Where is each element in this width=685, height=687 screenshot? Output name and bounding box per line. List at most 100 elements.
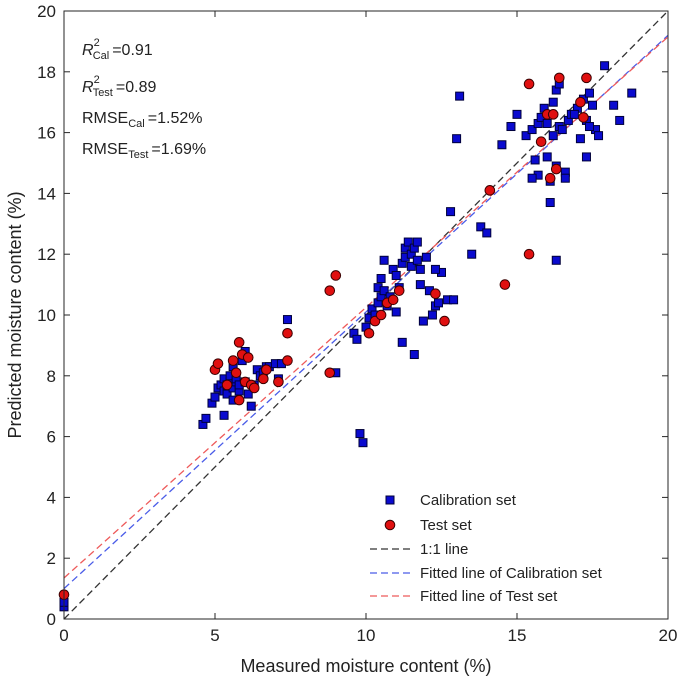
test-point xyxy=(363,327,375,339)
calibration-point xyxy=(391,270,401,280)
reference-lines-layer xyxy=(63,10,669,620)
test-point xyxy=(499,279,511,290)
calibration-point xyxy=(557,125,567,135)
calibration-point xyxy=(600,61,610,71)
calibration-point xyxy=(569,109,579,119)
stat-rmse-test-value: =1.69% xyxy=(151,141,206,158)
x-axis-label: Measured moisture content (%) xyxy=(240,656,491,676)
calibration-point xyxy=(397,337,407,347)
y-tick-label: 20 xyxy=(37,2,56,21)
test-point xyxy=(230,367,242,379)
calibration-point xyxy=(506,122,516,132)
calibration-point xyxy=(418,316,428,326)
calibration-point xyxy=(542,118,552,128)
calibration-point xyxy=(542,152,552,162)
stat-rmse-cal-value: =1.52% xyxy=(148,110,203,127)
calibration-point xyxy=(430,264,440,274)
y-tick-label: 10 xyxy=(37,306,56,325)
calibration-point xyxy=(391,307,401,317)
stat-r2-cal: R2 Cal =0.91 xyxy=(82,37,153,62)
stat-rmse-cal-sub: Cal xyxy=(128,118,145,130)
calibration-point xyxy=(379,255,389,265)
calibration-point xyxy=(551,255,561,265)
calibration-point xyxy=(497,140,507,150)
data-points-layer xyxy=(58,61,637,612)
y-tick-label: 18 xyxy=(37,63,56,82)
stat-rmse-test-base: RMSE xyxy=(82,141,128,158)
test-point xyxy=(544,172,556,184)
test-point xyxy=(581,72,592,84)
stats-annotation: R2 Cal =0.91 R2 Test =0.89 RMSECal =1.52% RMS… xyxy=(82,37,206,161)
calibration-point xyxy=(282,315,292,325)
calibration-point xyxy=(455,91,465,101)
y-tick-label: 2 xyxy=(47,549,56,568)
stat-r2-test-sub: Test xyxy=(93,87,113,99)
calibration-point xyxy=(433,298,443,308)
legend-label-fit-test: Fitted line of Test set xyxy=(420,588,558,605)
calibration-point xyxy=(476,222,486,232)
calibration-point xyxy=(379,286,389,296)
test-point xyxy=(535,136,547,148)
y-tick-label: 6 xyxy=(47,428,56,447)
calibration-point xyxy=(358,438,368,448)
test-point xyxy=(523,78,535,90)
calibration-point xyxy=(584,88,594,98)
test-point xyxy=(233,394,245,406)
y-tick-label: 14 xyxy=(37,184,56,203)
calibration-point xyxy=(548,131,558,141)
test-point xyxy=(393,285,405,296)
test-point xyxy=(439,315,450,327)
calibration-point xyxy=(467,249,477,259)
y-tick-label: 0 xyxy=(47,610,56,629)
calibration-point xyxy=(609,100,619,110)
x-tick-label: 10 xyxy=(357,626,376,645)
x-tick-label: 20 xyxy=(659,626,678,645)
test-point xyxy=(523,248,535,260)
calibration-point xyxy=(246,401,256,411)
stat-r2-test-sup: 2 xyxy=(94,74,100,86)
calibration-point xyxy=(512,109,522,119)
calibration-point xyxy=(406,261,416,271)
legend-label-test: Test set xyxy=(420,517,473,534)
test-point xyxy=(221,379,233,391)
x-tick-label: 5 xyxy=(210,626,219,645)
calibration-point xyxy=(219,410,229,420)
legend-label-calibration: Calibration set xyxy=(420,492,517,509)
test-point xyxy=(578,112,589,123)
test-point xyxy=(248,382,260,394)
test-point xyxy=(547,109,559,120)
axis-ticks-layer: 0 5 10 15 20 0 2 4 6 8 10 12 14 16 18 20 xyxy=(37,2,677,645)
y-tick-label: 8 xyxy=(47,367,56,386)
test-point xyxy=(553,72,565,84)
calibration-point xyxy=(355,429,365,439)
calibration-point xyxy=(403,237,413,247)
x-tick-label: 15 xyxy=(508,626,527,645)
calibration-point xyxy=(376,274,386,284)
calibration-point xyxy=(243,389,253,399)
test-point xyxy=(261,364,272,376)
test-point xyxy=(430,288,441,300)
calibration-point xyxy=(530,155,540,165)
stat-r2-test: R2 Test =0.89 xyxy=(82,74,156,99)
calibration-point xyxy=(412,255,422,265)
calibration-point xyxy=(415,280,425,290)
legend-marker-calibration xyxy=(385,495,395,505)
stat-rmse-cal: RMSECal =1.52% xyxy=(82,110,202,130)
stat-rmse-test-sub: Test xyxy=(128,149,148,161)
calibration-point xyxy=(201,413,211,423)
test-point xyxy=(324,285,336,296)
y-tick-label: 4 xyxy=(47,488,56,507)
y-tick-label: 16 xyxy=(37,124,56,143)
stat-r2-cal-sub: Cal xyxy=(93,50,110,62)
calibration-point xyxy=(521,131,531,141)
calibration-point xyxy=(527,173,537,183)
calibration-point xyxy=(409,350,419,360)
test-point xyxy=(387,294,399,306)
calibration-point xyxy=(545,198,555,208)
test-point xyxy=(227,355,239,366)
test-point xyxy=(258,373,269,385)
calibration-point xyxy=(446,207,456,217)
calibration-point xyxy=(352,334,362,344)
test-point xyxy=(212,358,224,369)
calibration-point xyxy=(548,97,558,107)
